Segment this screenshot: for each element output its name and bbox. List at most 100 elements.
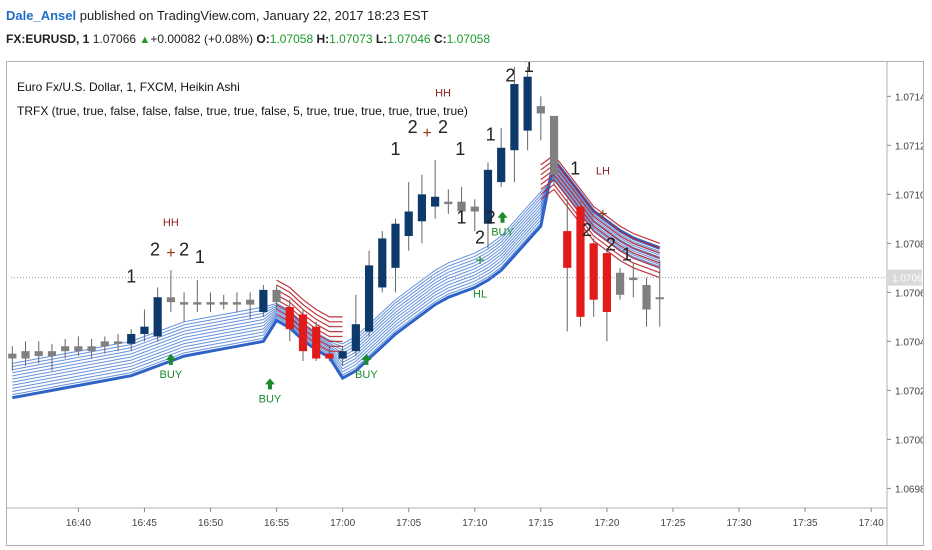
candle-body — [127, 334, 136, 344]
price-tick-label: 1.07100 — [895, 190, 923, 201]
price-tick-label: 1.07140 — [895, 92, 923, 103]
candle — [206, 292, 215, 312]
candle — [404, 182, 413, 251]
annotation-label: 1 — [455, 139, 465, 159]
chart-panel[interactable]: 1.07140 1.07120 1.07100 1.07080 1.07060 1.070… — [6, 61, 924, 546]
candle — [364, 250, 374, 337]
time-tick-label: 16:45 — [132, 518, 157, 529]
candle-body — [87, 346, 96, 352]
low-value: 1.07046 — [387, 32, 431, 46]
price-tick-label: 1.07120 — [895, 141, 923, 152]
candle-body — [285, 307, 294, 330]
ma-ribbon — [12, 154, 661, 400]
candle — [444, 189, 453, 214]
annotation-label: 1 — [570, 159, 580, 179]
candle-body — [206, 302, 215, 305]
close-label: C: — [433, 32, 447, 46]
candle — [629, 262, 638, 298]
time-tick-label: 17:05 — [396, 518, 421, 529]
candle-body — [391, 223, 400, 268]
price-chart[interactable]: 1.07140 1.07120 1.07100 1.07080 1.07060 1.070… — [7, 62, 923, 545]
price-tick-label: 1.07060 — [895, 288, 923, 299]
last-price-label: 1.07066 — [892, 274, 923, 285]
ma-line-down — [540, 173, 660, 264]
candle-body — [457, 201, 466, 212]
candle — [34, 341, 43, 364]
candle-body — [536, 106, 545, 114]
candle-body — [113, 341, 123, 344]
annotation-label: 1 — [390, 139, 400, 159]
candle-body — [483, 169, 493, 224]
ma-line-down — [540, 183, 660, 274]
candle — [589, 238, 598, 317]
ma-line-down — [540, 164, 660, 254]
annotation-label: + — [475, 252, 484, 269]
candle — [166, 270, 175, 312]
price-tick-label: 1.06980 — [895, 484, 923, 495]
annotation-label: 2 — [582, 220, 592, 240]
candle — [232, 292, 242, 312]
annotation-label: 2 — [150, 240, 160, 260]
candle — [602, 248, 611, 342]
annotation-label: + — [423, 125, 432, 142]
time-tick-label: 17:10 — [462, 518, 487, 529]
candle-body — [510, 84, 519, 151]
high-value: 1.07073 — [329, 32, 373, 46]
buy-arrow-icon — [497, 211, 508, 223]
annotation-label: + — [598, 206, 607, 223]
candle — [431, 160, 440, 219]
change-value: +0.00082 (+0.08%) — [150, 32, 254, 46]
time-tick-label: 17:20 — [594, 518, 619, 529]
candle — [325, 346, 334, 361]
candle-body — [417, 194, 427, 222]
candle — [616, 267, 625, 300]
ma-line-down — [276, 294, 343, 333]
candle-body — [602, 253, 611, 312]
candle — [285, 299, 294, 342]
candle-body — [312, 326, 321, 359]
candle — [298, 309, 308, 361]
annotation-label: 1 — [524, 62, 534, 76]
candle — [338, 346, 347, 366]
ma-line — [12, 175, 660, 371]
ma-line — [12, 173, 660, 374]
candle-body — [34, 351, 43, 357]
ma-line-down — [540, 168, 660, 259]
candle — [21, 341, 30, 366]
candle — [153, 287, 162, 342]
candle — [497, 128, 506, 187]
candle-body — [140, 326, 149, 335]
ma-line-down — [540, 159, 660, 249]
ma-line — [12, 162, 660, 392]
indicator-label: TRFX (true, true, false, false, false, t… — [17, 104, 468, 118]
time-tick-label: 17:30 — [727, 518, 752, 529]
time-tick-label: 16:55 — [264, 518, 289, 529]
candle-body — [629, 277, 638, 281]
candle-body — [219, 302, 228, 305]
candle-body — [351, 324, 360, 352]
price-tick-label: 1.07080 — [895, 239, 923, 250]
open-label: O: — [256, 32, 270, 46]
candle-body — [100, 341, 109, 347]
candle-body — [298, 314, 308, 352]
annotation-label: 2 — [505, 66, 515, 86]
time-tick-label: 17:25 — [660, 518, 685, 529]
time-tick-label: 16:40 — [66, 518, 91, 529]
candle-body — [470, 206, 479, 212]
candle-body — [8, 353, 17, 359]
candle — [523, 66, 532, 151]
candle-body — [444, 201, 453, 205]
low-label: L: — [375, 32, 388, 46]
candle — [483, 162, 493, 249]
candle-body — [338, 351, 347, 359]
candle — [127, 329, 136, 352]
publish-header: Dale_Ansel published on TradingView.com,… — [6, 8, 429, 23]
annotation-label: 2 — [475, 227, 485, 247]
candle — [47, 343, 57, 371]
candle-body — [246, 299, 255, 305]
author-link[interactable]: Dale_Ansel — [6, 8, 77, 23]
candle — [563, 199, 572, 332]
price-tick-label: 1.07040 — [895, 337, 923, 348]
candle-body — [325, 353, 334, 359]
annotation-label: HH — [163, 217, 179, 229]
